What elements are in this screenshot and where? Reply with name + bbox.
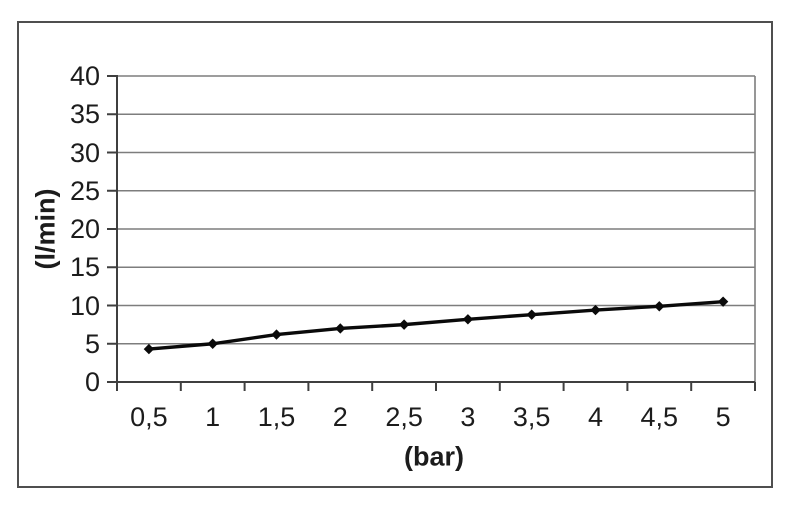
y-tick-label: 0 <box>84 367 100 397</box>
y-tick-label: 30 <box>69 137 100 168</box>
diamond-marker <box>335 323 346 334</box>
y-tick-label: 10 <box>69 290 100 321</box>
diamond-marker <box>654 301 665 312</box>
x-tick-label: 0,5 <box>130 402 168 432</box>
y-tick-label: 40 <box>69 61 100 91</box>
series-polyline <box>148 299 724 351</box>
horizontal-gridlines <box>117 75 756 382</box>
y-tick-label: 25 <box>69 175 100 206</box>
chart-border-frame <box>17 21 773 488</box>
x-tick-label: 4 <box>587 402 604 432</box>
x-tick-label: 3,5 <box>512 402 551 432</box>
x-tick-label: 3 <box>460 402 476 432</box>
diamond-marker <box>462 314 474 325</box>
x-tick-label: 2 <box>332 402 348 432</box>
x-tick-label: 4,5 <box>640 402 679 432</box>
y-axis-title: (l/min) <box>30 188 61 270</box>
y-tick-label: 35 <box>69 99 100 130</box>
data-series-line <box>143 296 729 355</box>
y-tick-label: 15 <box>69 252 100 283</box>
diamond-marker <box>271 329 282 340</box>
y-tick-label: 5 <box>84 328 100 359</box>
diamond-marker <box>717 296 729 307</box>
axes-and-ticks <box>107 75 756 391</box>
diamond-marker <box>590 304 601 316</box>
x-tick-label: 1 <box>205 402 221 432</box>
x-axis-title: (bar) <box>404 441 464 472</box>
diamond-marker <box>398 319 410 330</box>
x-tick-label: 5 <box>715 402 731 432</box>
x-tick-label: 1,5 <box>257 402 296 432</box>
x-tick-label: 2,5 <box>385 402 423 432</box>
y-tick-label: 20 <box>69 214 100 244</box>
diamond-marker <box>207 338 218 349</box>
diamond-marker <box>526 309 537 320</box>
diamond-marker <box>143 343 155 355</box>
